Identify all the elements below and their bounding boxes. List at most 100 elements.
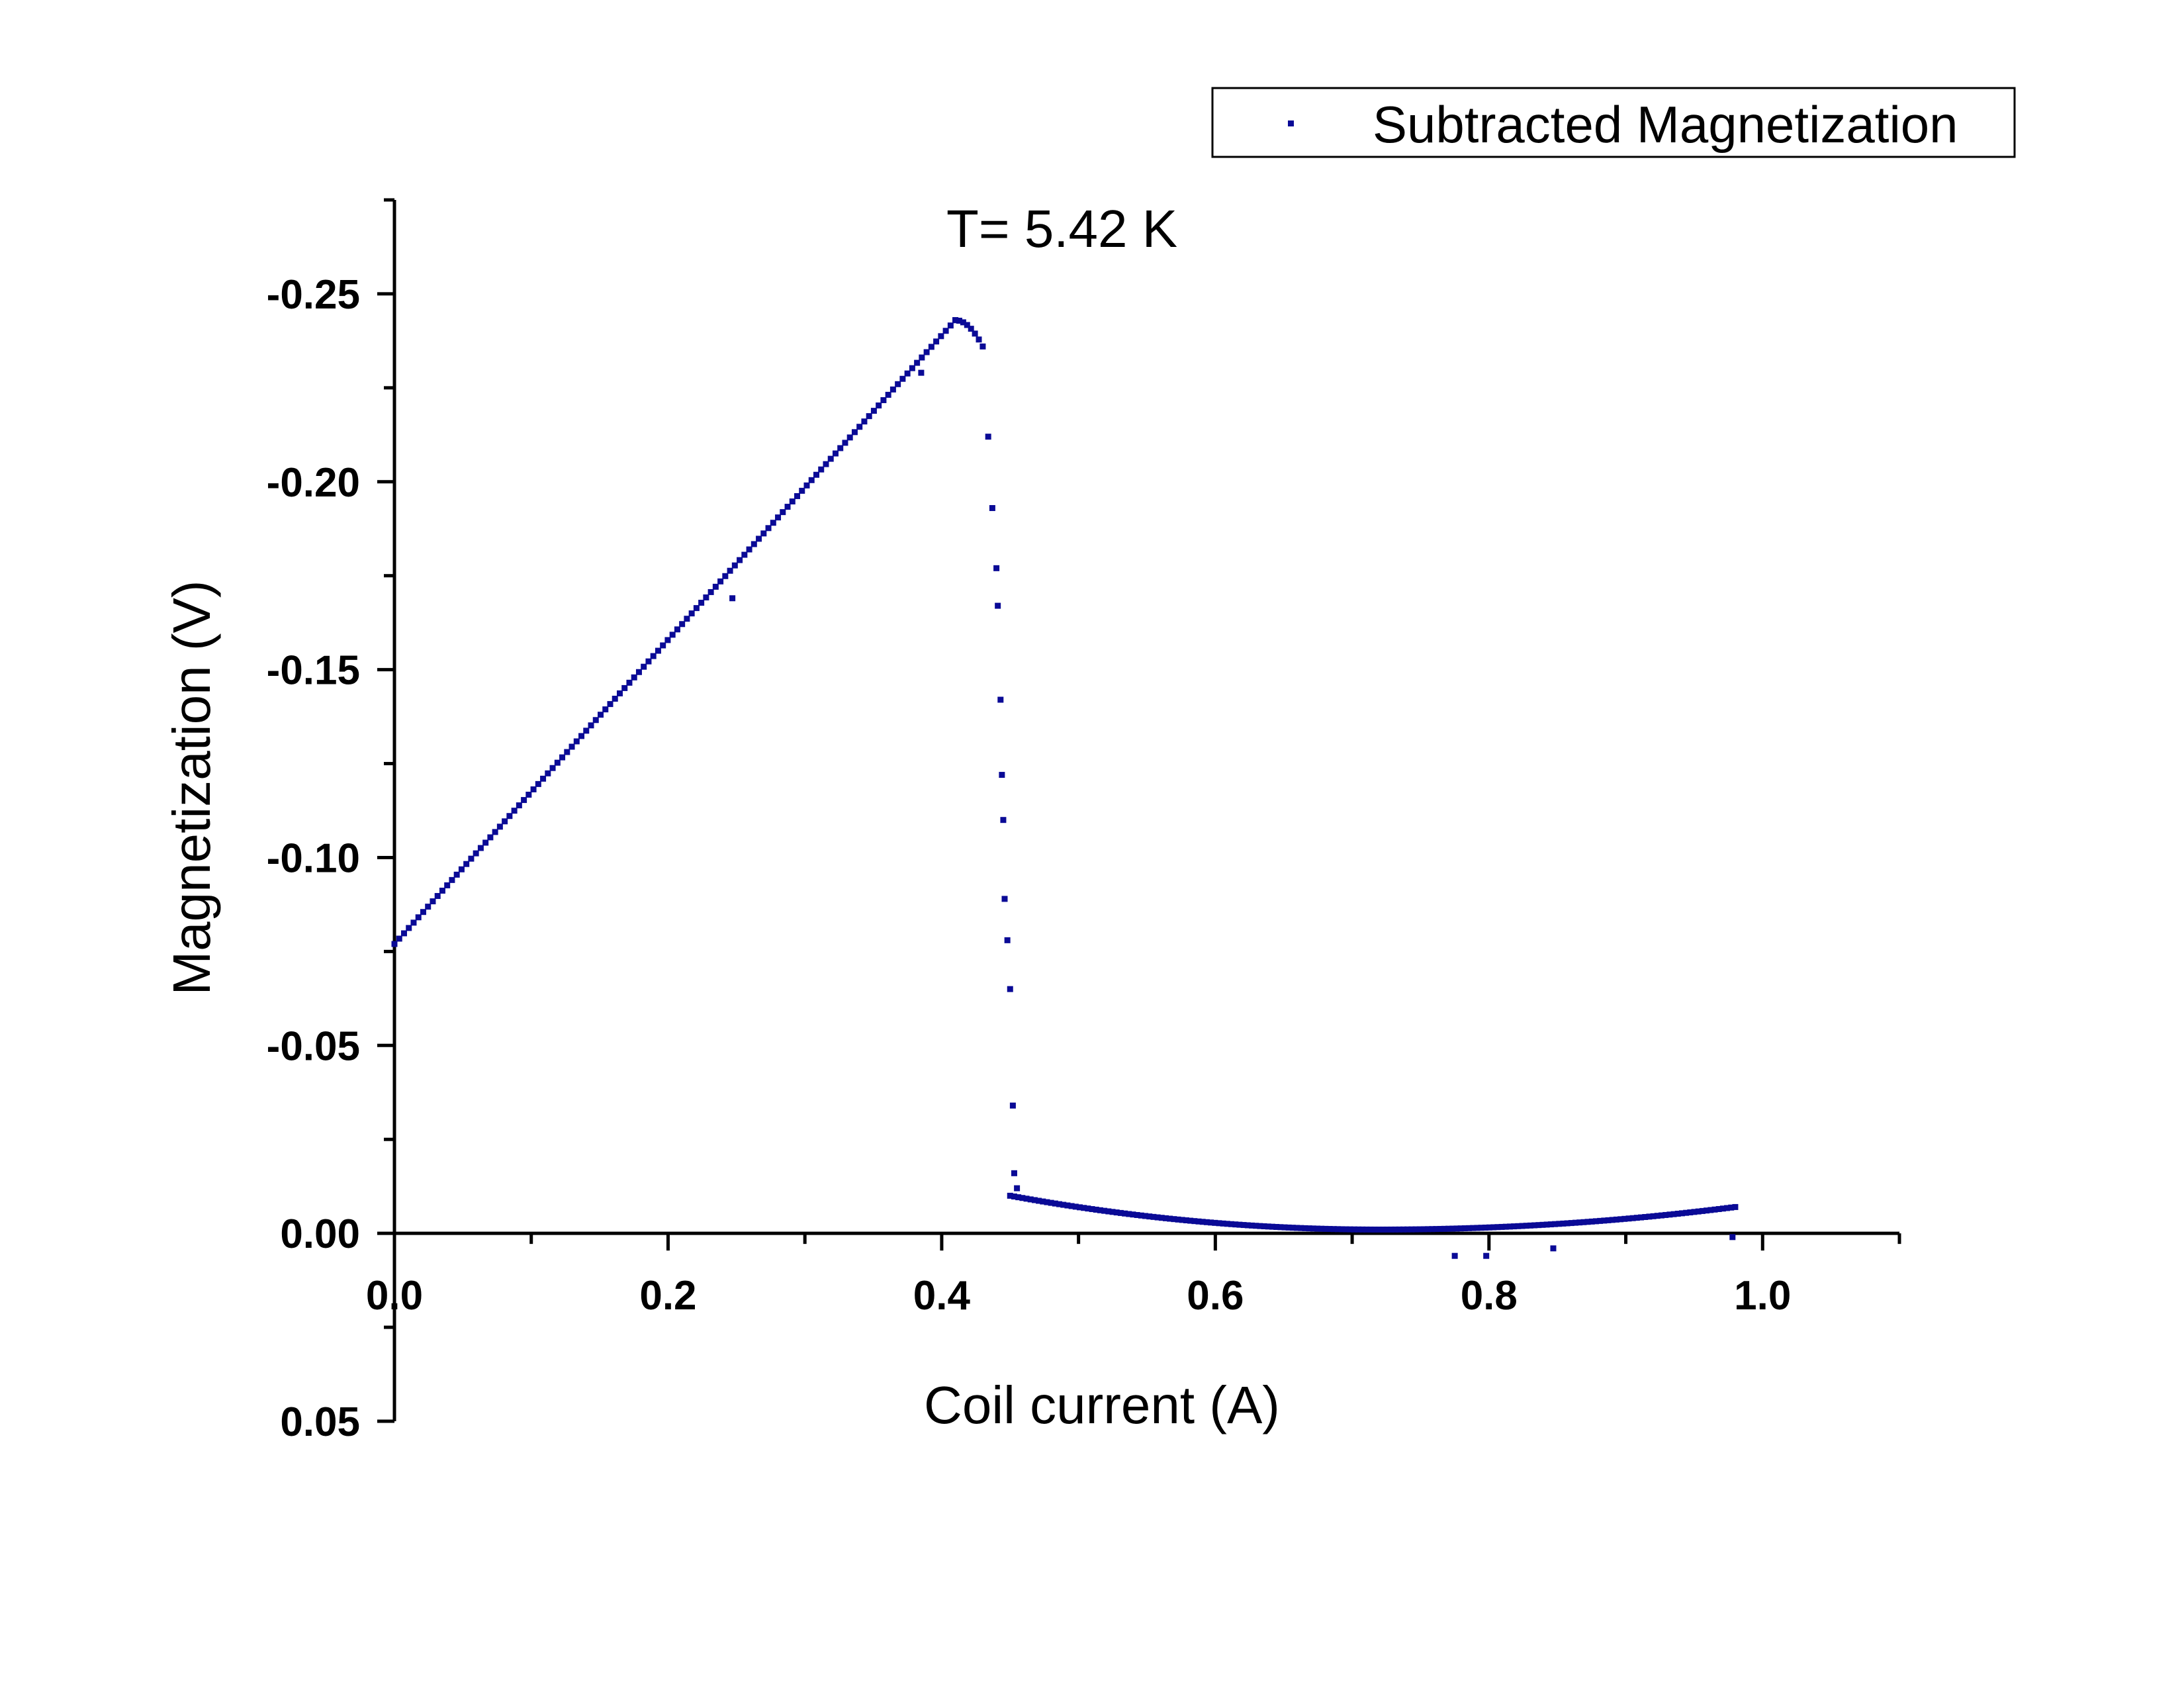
data-point: [1011, 1194, 1017, 1200]
data-point: [1732, 1203, 1739, 1210]
data-point: [947, 322, 954, 329]
data-point: [1547, 1221, 1554, 1228]
data-point: [1482, 1224, 1488, 1231]
data-point: [1040, 1198, 1046, 1205]
data-point: [1064, 1202, 1071, 1209]
data-point: [1441, 1225, 1447, 1232]
data-point: [1208, 1219, 1214, 1226]
data-point: [789, 498, 796, 505]
data-point: [1605, 1217, 1612, 1223]
data-point: [851, 429, 858, 436]
data-point: [1617, 1216, 1624, 1223]
data-point: [1011, 1170, 1017, 1176]
data-point: [960, 319, 966, 326]
data-point: [1306, 1225, 1312, 1232]
data-point: [1466, 1225, 1473, 1231]
data-point: [1220, 1220, 1226, 1227]
data-point: [703, 594, 709, 600]
data-point: [693, 605, 700, 612]
data-point: [420, 909, 426, 915]
data-point: [1498, 1223, 1505, 1230]
data-point: [1056, 1201, 1063, 1207]
data-point: [1729, 1234, 1736, 1241]
data-point: [1138, 1212, 1144, 1219]
data-point: [1085, 1205, 1091, 1212]
data-point: [1666, 1211, 1673, 1218]
data-point: [1429, 1226, 1435, 1233]
data-point: [1330, 1226, 1337, 1233]
data-point: [1009, 1102, 1016, 1109]
data-point: [434, 893, 441, 900]
data-point: [1351, 1226, 1357, 1233]
data-point: [1576, 1219, 1583, 1226]
data-point: [612, 696, 618, 702]
x-tick-label: 0.4: [913, 1273, 971, 1319]
data-point: [1294, 1225, 1300, 1231]
data-point: [1523, 1223, 1529, 1229]
data-point: [1347, 1226, 1353, 1233]
data-point: [1314, 1225, 1321, 1232]
data-point: [1662, 1211, 1669, 1218]
data-point: [866, 413, 872, 420]
data-point: [1285, 1224, 1292, 1231]
data-point: [722, 573, 729, 579]
data-point: [1506, 1223, 1513, 1230]
data-point: [707, 588, 714, 595]
y-tick-label: -0.20: [267, 460, 360, 506]
data-point: [1728, 1204, 1735, 1211]
data-point: [956, 317, 962, 324]
data-point: [775, 514, 782, 521]
data-point: [1187, 1217, 1194, 1224]
legend-box: [1211, 87, 2016, 158]
data-point: [1588, 1218, 1595, 1225]
data-point: [1613, 1216, 1619, 1223]
data-point: [545, 770, 551, 776]
data-point: [1707, 1207, 1714, 1213]
x-tick-label: 1.0: [1734, 1273, 1791, 1319]
data-point: [914, 359, 921, 366]
data-point: [760, 530, 767, 537]
data-point: [1483, 1252, 1490, 1259]
data-point: [1674, 1211, 1681, 1217]
data-point: [468, 855, 475, 862]
data-point: [1494, 1224, 1501, 1231]
data-point: [496, 823, 503, 830]
data-point: [1371, 1226, 1378, 1233]
data-point: [1425, 1226, 1432, 1233]
data-point: [1232, 1221, 1239, 1228]
data-point: [1093, 1206, 1099, 1213]
data-point: [1384, 1226, 1390, 1233]
data-point: [1004, 937, 1011, 943]
data-point: [1318, 1225, 1325, 1232]
data-point: [698, 600, 705, 606]
data-point: [976, 336, 982, 343]
data-point: [554, 759, 561, 766]
data-point: [1535, 1222, 1542, 1229]
data-point: [684, 616, 690, 622]
data-point: [430, 898, 436, 905]
data-point: [626, 679, 633, 686]
data-point: [1001, 896, 1008, 902]
data-point: [1068, 1203, 1075, 1209]
y-tick-label: -0.25: [267, 272, 360, 318]
data-point: [1568, 1220, 1574, 1227]
legend-label: Subtracted Magnetization: [1373, 95, 1958, 154]
data-point: [602, 706, 609, 713]
data-point: [1000, 817, 1007, 823]
data-point: [1633, 1215, 1640, 1221]
data-point: [549, 765, 556, 771]
data-point: [573, 738, 580, 745]
data-point: [1597, 1217, 1604, 1224]
data-point: [1699, 1207, 1706, 1214]
data-point: [487, 834, 494, 841]
data-point: [1539, 1221, 1546, 1228]
data-point: [410, 919, 417, 926]
data-point: [1625, 1215, 1632, 1222]
data-point: [1273, 1223, 1280, 1230]
data-point: [1281, 1224, 1288, 1231]
data-point: [1179, 1217, 1185, 1223]
data-point: [1015, 1194, 1022, 1201]
data-point: [794, 492, 801, 499]
data-point: [1451, 1252, 1458, 1259]
data-point: [1289, 1225, 1296, 1231]
